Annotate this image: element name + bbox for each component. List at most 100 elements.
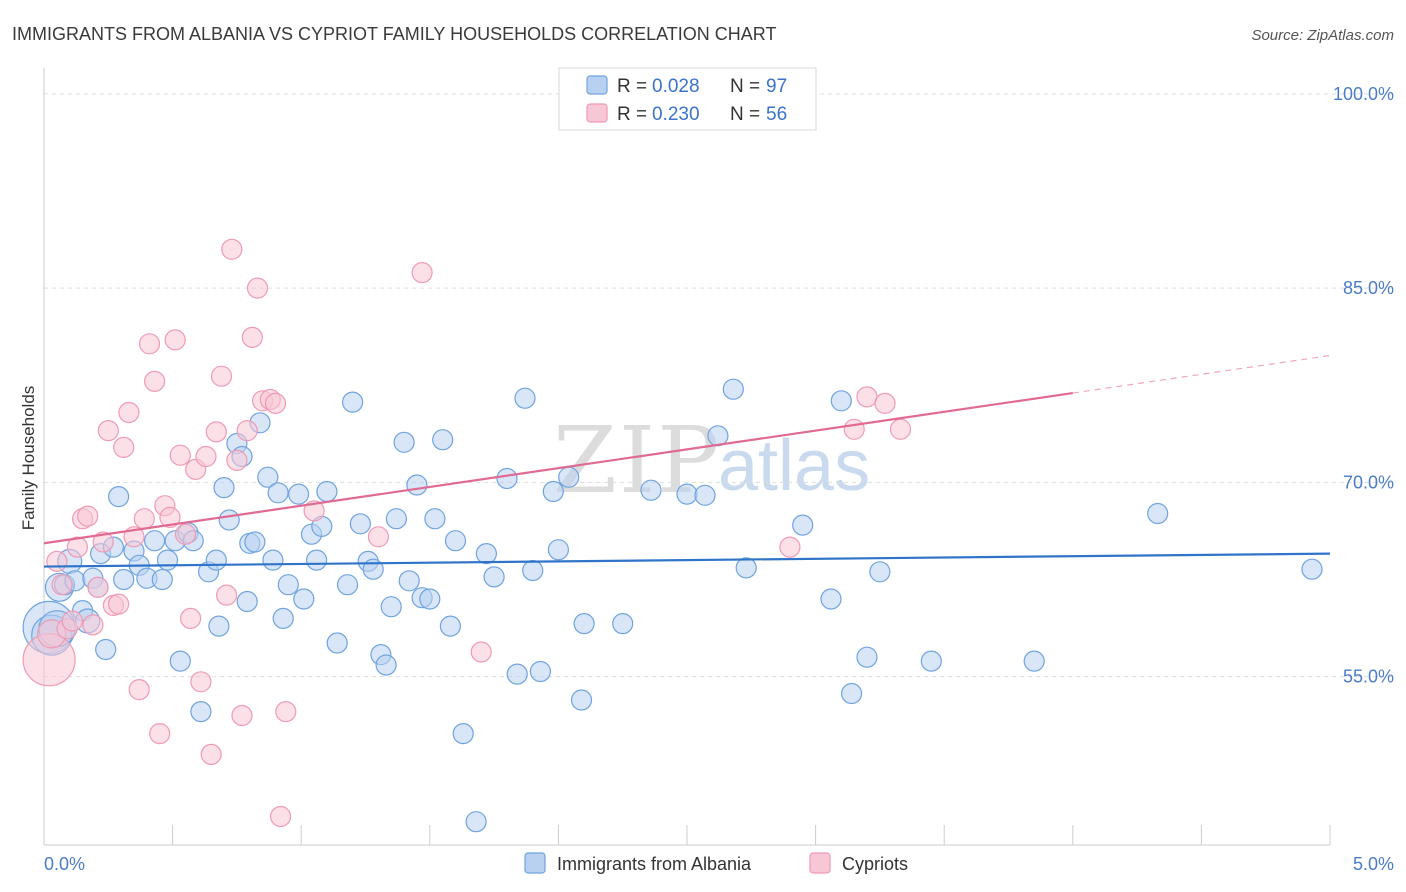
scatter-point	[208, 615, 230, 637]
scatter-point	[889, 418, 912, 440]
scatter-point	[174, 523, 197, 545]
chart-source: Source: ZipAtlas.com	[1251, 27, 1394, 44]
y-tick-label: 100.0%	[1333, 84, 1394, 104]
y-axis-label: Family Households	[19, 386, 38, 531]
bottom-legend-swatch-albania	[524, 852, 546, 874]
scatter-point	[205, 421, 227, 443]
legend-n-value-albania: 97	[766, 76, 787, 97]
scatter-point	[406, 474, 428, 496]
scatter-point	[316, 480, 338, 503]
scatter-point	[542, 480, 564, 503]
scatter-point	[306, 549, 328, 571]
scatter-point	[226, 449, 248, 471]
scatter-point	[241, 326, 263, 348]
x-tick-label-max: 5.0%	[1353, 854, 1394, 874]
scatter-point	[411, 262, 433, 284]
scatter-point	[113, 436, 135, 458]
scatter-point	[92, 531, 114, 553]
scatter-point	[444, 530, 467, 552]
scatter-point	[385, 508, 407, 530]
scatter-point	[694, 484, 716, 506]
scatter-point	[424, 508, 446, 530]
scatter-point	[246, 277, 269, 299]
scatter-point	[288, 483, 310, 505]
scatter-point	[156, 549, 179, 571]
trend-line-extension-1	[1072, 354, 1331, 394]
scatter-point	[840, 682, 863, 705]
trend-line-1	[43, 391, 1073, 545]
scatter-point	[570, 689, 593, 711]
scatter-point	[439, 615, 461, 637]
scatter-point	[735, 557, 757, 579]
watermark-atlas: atlas	[718, 426, 870, 506]
scatter-point	[149, 722, 171, 745]
scatter-point	[164, 329, 186, 351]
scatter-point	[820, 588, 842, 610]
scatter-point	[830, 390, 852, 412]
scatter-point	[97, 420, 119, 442]
scatter-point	[483, 566, 505, 588]
scatter-point	[61, 610, 83, 632]
legend-r-value-cypriots: 0.230	[652, 104, 700, 125]
scatter-point	[159, 506, 181, 529]
scatter-point	[856, 646, 878, 668]
scatter-point	[128, 678, 150, 701]
scatter-point	[66, 536, 89, 558]
scatter-point	[506, 663, 528, 685]
legend-n-label-cypriots: N =	[730, 104, 760, 125]
scatter-point	[640, 479, 662, 501]
scatter-point	[221, 238, 243, 260]
scatter-point	[342, 391, 364, 413]
scatter-point	[419, 588, 441, 610]
bottom-legend-label-cypriots: Cypriots	[842, 854, 908, 874]
legend-r-label-cypriots: R =	[617, 104, 647, 125]
scatter-point	[432, 429, 454, 451]
scatter-point	[522, 559, 544, 582]
scatter-point	[133, 508, 155, 530]
scatter-point	[51, 574, 73, 596]
legend-n-label-albania: N =	[730, 76, 760, 97]
scatter-point	[380, 596, 402, 618]
scatter-point	[573, 612, 595, 635]
scatter-point	[213, 477, 235, 499]
scatter-point	[180, 607, 202, 630]
y-tick-label: 55.0%	[1343, 667, 1394, 687]
scatter-point	[722, 378, 744, 400]
legend: R = 0.028 N = 97 R = 0.230 N = 56	[558, 67, 817, 131]
scatter-point	[82, 614, 104, 636]
watermark: ZIP atlas	[553, 407, 870, 514]
scatter-point	[465, 811, 487, 833]
scatter-point	[46, 550, 68, 573]
bottom-legend: Immigrants from Albania Cypriots	[524, 852, 908, 874]
scatter-point	[874, 392, 896, 414]
scatter-point	[231, 704, 253, 727]
bottom-legend-swatch-cypriots	[809, 852, 831, 874]
legend-swatch-cypriots	[586, 103, 608, 123]
scatter-point	[267, 482, 289, 504]
scatter-point	[349, 513, 371, 535]
scatter-point	[277, 574, 299, 596]
scatter-point	[275, 700, 297, 723]
scatter-point	[169, 650, 191, 672]
series-cypriots	[22, 238, 912, 828]
scatter-point	[856, 386, 878, 408]
y-tick-labels: 100.0% 85.0% 70.0% 55.0%	[1333, 84, 1394, 687]
scatter-point	[514, 387, 536, 409]
scatter-point	[190, 671, 212, 693]
trend-lines	[43, 354, 1331, 568]
scatter-point	[303, 500, 325, 522]
trend-line-0	[43, 552, 1331, 568]
scatter-point	[113, 568, 135, 591]
legend-n-value-cypriots: 56	[766, 104, 787, 125]
scatter-point	[244, 531, 266, 553]
scatter-point	[107, 486, 130, 508]
scatter-point	[262, 549, 284, 571]
scatter-point	[326, 632, 348, 654]
scatter-point	[236, 420, 258, 442]
scatter-point	[843, 418, 865, 440]
scatter-point	[547, 539, 570, 561]
scatter-point	[236, 590, 258, 613]
scatter-point	[144, 370, 166, 392]
legend-r-label-albania: R =	[617, 76, 647, 97]
scatter-point	[475, 542, 497, 565]
